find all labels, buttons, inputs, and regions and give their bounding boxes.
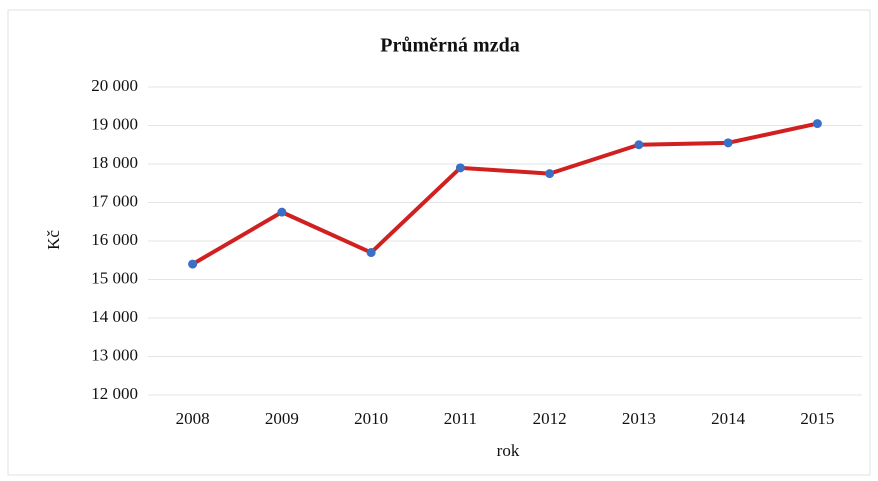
x-tick-label: 2012: [533, 409, 567, 428]
chart-title: Průměrná mzda: [380, 35, 519, 57]
y-tick-label: 18 000: [91, 153, 138, 172]
marker: [812, 119, 822, 129]
marker: [545, 169, 555, 179]
marker: [366, 248, 376, 258]
marker: [455, 163, 465, 173]
marker: [188, 259, 198, 269]
x-tick-label: 2011: [444, 409, 477, 428]
x-axis-label: rok: [497, 441, 520, 460]
line: [191, 121, 818, 266]
x-tick-label: 2008: [176, 409, 210, 428]
x-tick-label: 2015: [800, 409, 834, 428]
y-tick-label: 19 000: [91, 114, 138, 133]
marker: [277, 207, 287, 217]
x-tick-label: 2014: [711, 409, 746, 428]
y-tick-label: 20 000: [91, 76, 138, 95]
marker: [723, 138, 733, 148]
y-tick-label: 14 000: [91, 307, 138, 326]
y-tick-label: 12 000: [91, 384, 138, 403]
marker: [634, 140, 644, 150]
y-tick-label: 15 000: [91, 268, 138, 287]
x-tick-label: 2009: [265, 409, 299, 428]
x-tick-label: 2010: [354, 409, 388, 428]
x-tick-label: 2013: [622, 409, 656, 428]
y-tick-label: 17 000: [91, 191, 138, 210]
y-tick-label: 16 000: [91, 230, 138, 249]
y-tick-label: 13 000: [91, 345, 138, 364]
y-axis-label: Kč: [44, 230, 63, 250]
